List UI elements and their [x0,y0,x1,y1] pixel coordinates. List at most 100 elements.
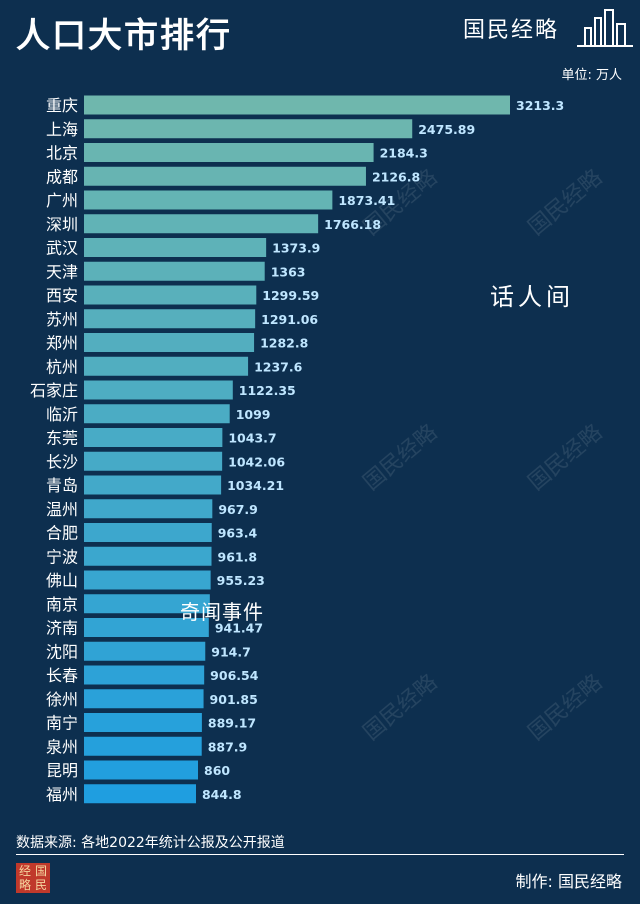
category-label: 福州 [46,785,78,804]
category-label: 武汉 [46,239,78,258]
bar [84,641,206,661]
data-source-note: 数据来源: 各地2022年统计公报及公开报道 [16,835,285,851]
bar [84,356,249,376]
category-label: 临沂 [46,405,78,424]
bar [84,119,413,139]
bar [84,689,204,709]
category-label: 南宁 [46,714,78,733]
value-label: 2475.89 [418,122,475,137]
bar [84,309,256,329]
bar-chart: 重庆 3213.3 上海 2475.89 北京 2184.3 成都 2126.8 广州 1873.… [30,95,564,804]
bar [84,713,202,732]
category-label: 南京 [46,595,78,614]
category-label: 徐州 [46,690,78,709]
bar [84,546,212,566]
category-label: 泉州 [46,737,78,756]
category-label: 长春 [46,666,78,685]
category-label: 昆明 [46,761,78,780]
value-label: 906.54 [210,668,259,683]
bar [84,499,213,519]
overlay-text-center: 话人间 [490,283,574,311]
value-label: 901.85 [210,692,258,707]
bar [84,143,374,162]
value-label: 1099 [236,407,271,422]
value-label: 844.8 [202,787,242,802]
bar [84,570,211,590]
category-label: 宁波 [46,547,78,566]
value-label: 961.8 [218,549,258,564]
value-label: 1034.21 [227,478,284,493]
category-label: 温州 [46,500,78,519]
value-label: 1282.8 [260,336,308,351]
bar [84,380,233,400]
category-label: 青岛 [46,476,78,495]
overlay-text-middle: 奇闻事件 [180,600,264,624]
value-label: 1043.7 [228,431,276,446]
bar [84,665,205,685]
seal-char: 经 [18,864,31,878]
value-label: 860 [204,763,230,778]
bar [84,784,196,804]
bar [84,736,202,756]
bar [84,594,210,614]
category-label: 天津 [46,262,78,281]
bar [84,475,222,495]
value-label: 3213.3 [516,98,564,113]
category-label: 合肥 [46,524,78,543]
unit-label: 单位: 万人 [561,68,622,83]
bar [84,404,230,424]
bar [84,238,267,257]
category-label: 西安 [46,286,78,305]
value-label: 1042.06 [228,454,285,469]
bar [84,451,223,471]
value-label: 967.9 [218,502,258,517]
category-label: 济南 [46,619,78,638]
category-label: 北京 [46,144,78,163]
value-label: 914.7 [211,644,251,659]
category-label: 东莞 [46,429,78,448]
bar [84,333,255,352]
credit-label: 制作: 国民经略 [515,872,622,891]
seal-char: 略 [18,878,31,892]
seal-char: 民 [34,878,47,892]
value-label: 1766.18 [324,217,381,232]
category-label: 成都 [46,167,78,186]
seal-char: 国 [34,864,47,878]
value-label: 1299.59 [262,288,319,303]
category-label: 杭州 [46,357,78,376]
value-label: 1291.06 [261,312,318,327]
bar [84,261,265,281]
value-label: 1363 [271,264,306,279]
bar [84,428,223,447]
bar [84,166,366,186]
bar [84,523,212,542]
skyline-icon [577,9,633,47]
value-label: 1873.41 [338,193,395,208]
category-label: 深圳 [46,215,78,234]
bar [84,95,510,115]
value-label: 963.4 [218,526,258,541]
category-label: 重庆 [46,96,78,115]
category-label: 石家庄 [30,381,78,400]
brand-logo-text: 国民经略 [463,18,560,43]
bar [84,214,319,234]
category-label: 郑州 [46,334,78,353]
value-label: 1373.9 [272,241,320,256]
footer-divider [16,854,624,855]
category-label: 佛山 [46,571,78,590]
value-label: 2126.8 [372,169,420,184]
brand-seal-logo: 经 国 略 民 [16,863,50,893]
value-label: 1237.6 [254,359,303,374]
bar [84,285,257,305]
value-label: 887.9 [208,739,248,754]
chart-title: 人口大市排行 [16,16,232,56]
category-label: 上海 [46,120,78,139]
value-label: 955.23 [217,573,265,588]
category-label: 长沙 [46,452,78,471]
category-label: 沈阳 [46,642,78,661]
value-label: 1122.35 [239,383,296,398]
category-label: 苏州 [46,310,78,329]
value-label: 941.47 [215,621,263,636]
bar [84,760,199,780]
value-label: 889.17 [208,716,256,731]
